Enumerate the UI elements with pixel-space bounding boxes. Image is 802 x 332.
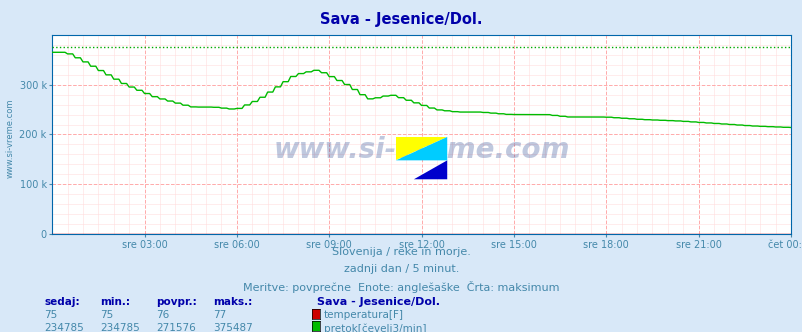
Text: 234785: 234785 [100,323,140,332]
Text: Sava - Jesenice/Dol.: Sava - Jesenice/Dol. [317,297,439,307]
Text: 76: 76 [156,310,170,320]
Polygon shape [413,160,447,179]
Text: 75: 75 [100,310,114,320]
Text: 234785: 234785 [44,323,84,332]
Text: temperatura[F]: temperatura[F] [323,310,403,320]
Text: 375487: 375487 [213,323,253,332]
Text: 75: 75 [44,310,58,320]
Polygon shape [395,137,447,160]
Text: sedaj:: sedaj: [44,297,79,307]
Text: pretok[čevelj3/min]: pretok[čevelj3/min] [323,323,426,332]
Text: Slovenija / reke in morje.: Slovenija / reke in morje. [332,247,470,257]
Text: povpr.:: povpr.: [156,297,197,307]
Polygon shape [395,137,447,160]
Text: zadnji dan / 5 minut.: zadnji dan / 5 minut. [343,264,459,274]
Text: min.:: min.: [100,297,130,307]
Text: Meritve: povprečne  Enote: anglešaške  Črta: maksimum: Meritve: povprečne Enote: anglešaške Črt… [243,281,559,292]
Text: maks.:: maks.: [213,297,252,307]
Text: Sava - Jesenice/Dol.: Sava - Jesenice/Dol. [320,12,482,27]
Text: 77: 77 [213,310,226,320]
Text: www.si-vreme.com: www.si-vreme.com [273,136,569,164]
Text: www.si-vreme.com: www.si-vreme.com [6,98,15,178]
Text: 271576: 271576 [156,323,196,332]
